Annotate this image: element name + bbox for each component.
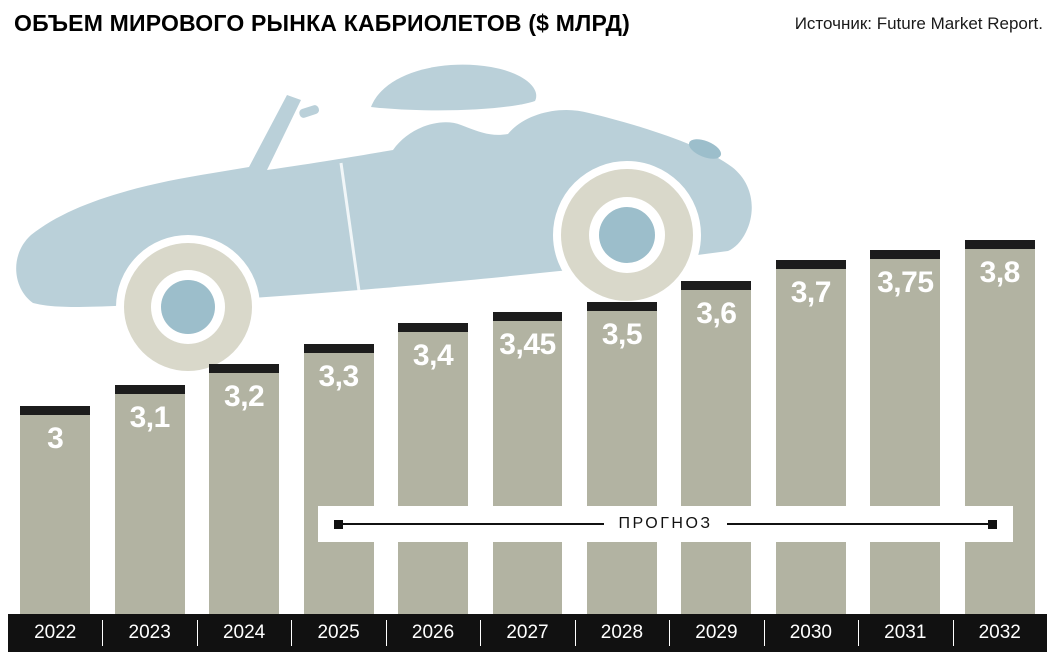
bar-slot: 3,6 xyxy=(669,281,763,614)
convertible-car-illustration xyxy=(16,64,752,379)
forecast-line xyxy=(726,523,988,525)
x-axis: 2022 2023 2024 2025 2026 2027 2028 2029 2030 2031… xyxy=(8,614,1047,652)
bar-cap xyxy=(870,250,941,259)
bar-value-label: 3,3 xyxy=(318,360,359,393)
bar-slot: 3,8 xyxy=(953,240,1047,614)
bar-cap xyxy=(209,364,280,373)
bar-value-label: 3,6 xyxy=(696,297,737,330)
bar-slot: 3,5 xyxy=(575,302,669,614)
bar-cap xyxy=(587,302,657,311)
forecast-line-start-marker xyxy=(334,519,343,529)
bar-slot: 3,2 xyxy=(197,364,291,614)
bar-value-label: 3,1 xyxy=(129,401,171,434)
car-rear-wheel xyxy=(553,161,701,309)
bar-cap xyxy=(398,323,468,332)
car-door-line xyxy=(339,162,361,292)
bar-cap xyxy=(114,385,185,394)
axis-year-label: 2031 xyxy=(858,614,952,652)
bar-2024: 3,2 xyxy=(209,364,280,614)
bar-cap xyxy=(775,260,846,269)
axis-year-label: 2024 xyxy=(196,614,291,652)
bar-2022: 3 xyxy=(20,406,91,614)
car-folded-top xyxy=(371,64,537,111)
bar-2026: 3,4 xyxy=(398,323,468,614)
source-credit: Источник: Future Market Report. xyxy=(794,14,1043,33)
header: ОБЪЕМ МИРОВОГО РЫНКА КАБРИОЛЕТОВ ($ МЛРД… xyxy=(14,10,1043,37)
axis-year-label: 2022 xyxy=(34,622,77,643)
bar-value-label: 3,4 xyxy=(412,339,454,372)
axis-year-label: 2027 xyxy=(480,614,574,652)
forecast-label: ПРОГНОЗ xyxy=(618,515,713,532)
bar-value-label: 3,7 xyxy=(790,276,832,309)
bar-2028: 3,5 xyxy=(587,302,657,614)
bar-slot: 3 xyxy=(8,406,102,614)
car-front-wheel xyxy=(116,235,260,379)
bar-cap xyxy=(303,344,374,353)
forecast-line xyxy=(343,523,605,525)
bar-slot: 3,75 xyxy=(858,250,952,614)
bar-cap xyxy=(681,281,752,290)
axis-year-label: 2028 xyxy=(574,614,669,652)
bar-slot: 3,45 xyxy=(480,312,574,614)
axis-year-label: 2023 xyxy=(102,614,196,652)
bar-value-label: 3,8 xyxy=(979,256,1021,289)
bar-cap xyxy=(20,406,91,415)
bar-slot: 3,7 xyxy=(764,260,858,614)
bar-2027: 3,45 xyxy=(492,312,563,614)
bar-2032: 3,8 xyxy=(964,240,1035,614)
bar-cap xyxy=(964,240,1035,249)
axis-year-label: 2030 xyxy=(763,614,858,652)
bar-slot: 3,1 xyxy=(102,385,196,614)
bar-slot: 3,4 xyxy=(386,323,480,614)
bar-cap xyxy=(492,312,563,321)
axis-year-label: 2026 xyxy=(385,614,480,652)
forecast-line-end-marker xyxy=(988,519,997,529)
axis-year-label: 2029 xyxy=(669,614,763,652)
bar-2023: 3,1 xyxy=(114,385,185,614)
bar-2025: 3,3 xyxy=(303,344,374,614)
bar-value-label: 3,2 xyxy=(224,380,265,413)
bar-value-label: 3,5 xyxy=(601,318,643,351)
bar-value-label: 3,45 xyxy=(499,328,556,361)
axis-year-label: 2032 xyxy=(952,614,1047,652)
axis-year-label: 2025 xyxy=(291,614,385,652)
bar-chart: 3 3,1 3,2 3,3 3,4 3,45 3,5 3,6 3,7 3,75 3,8 xyxy=(8,194,1047,614)
bar-2031: 3,75 xyxy=(870,250,941,614)
bar-slot: 3,3 xyxy=(291,344,385,614)
car-taillight xyxy=(688,139,722,159)
bar-value-label: 3 xyxy=(47,422,64,455)
bar-2029: 3,6 xyxy=(681,281,752,614)
car-mirror xyxy=(299,105,320,118)
bar-value-label: 3,75 xyxy=(877,266,934,299)
bar-2030: 3,7 xyxy=(775,260,846,614)
page-title: ОБЪЕМ МИРОВОГО РЫНКА КАБРИОЛЕТОВ ($ МЛРД… xyxy=(14,10,630,36)
forecast-band: ПРОГНОЗ xyxy=(318,506,1013,542)
